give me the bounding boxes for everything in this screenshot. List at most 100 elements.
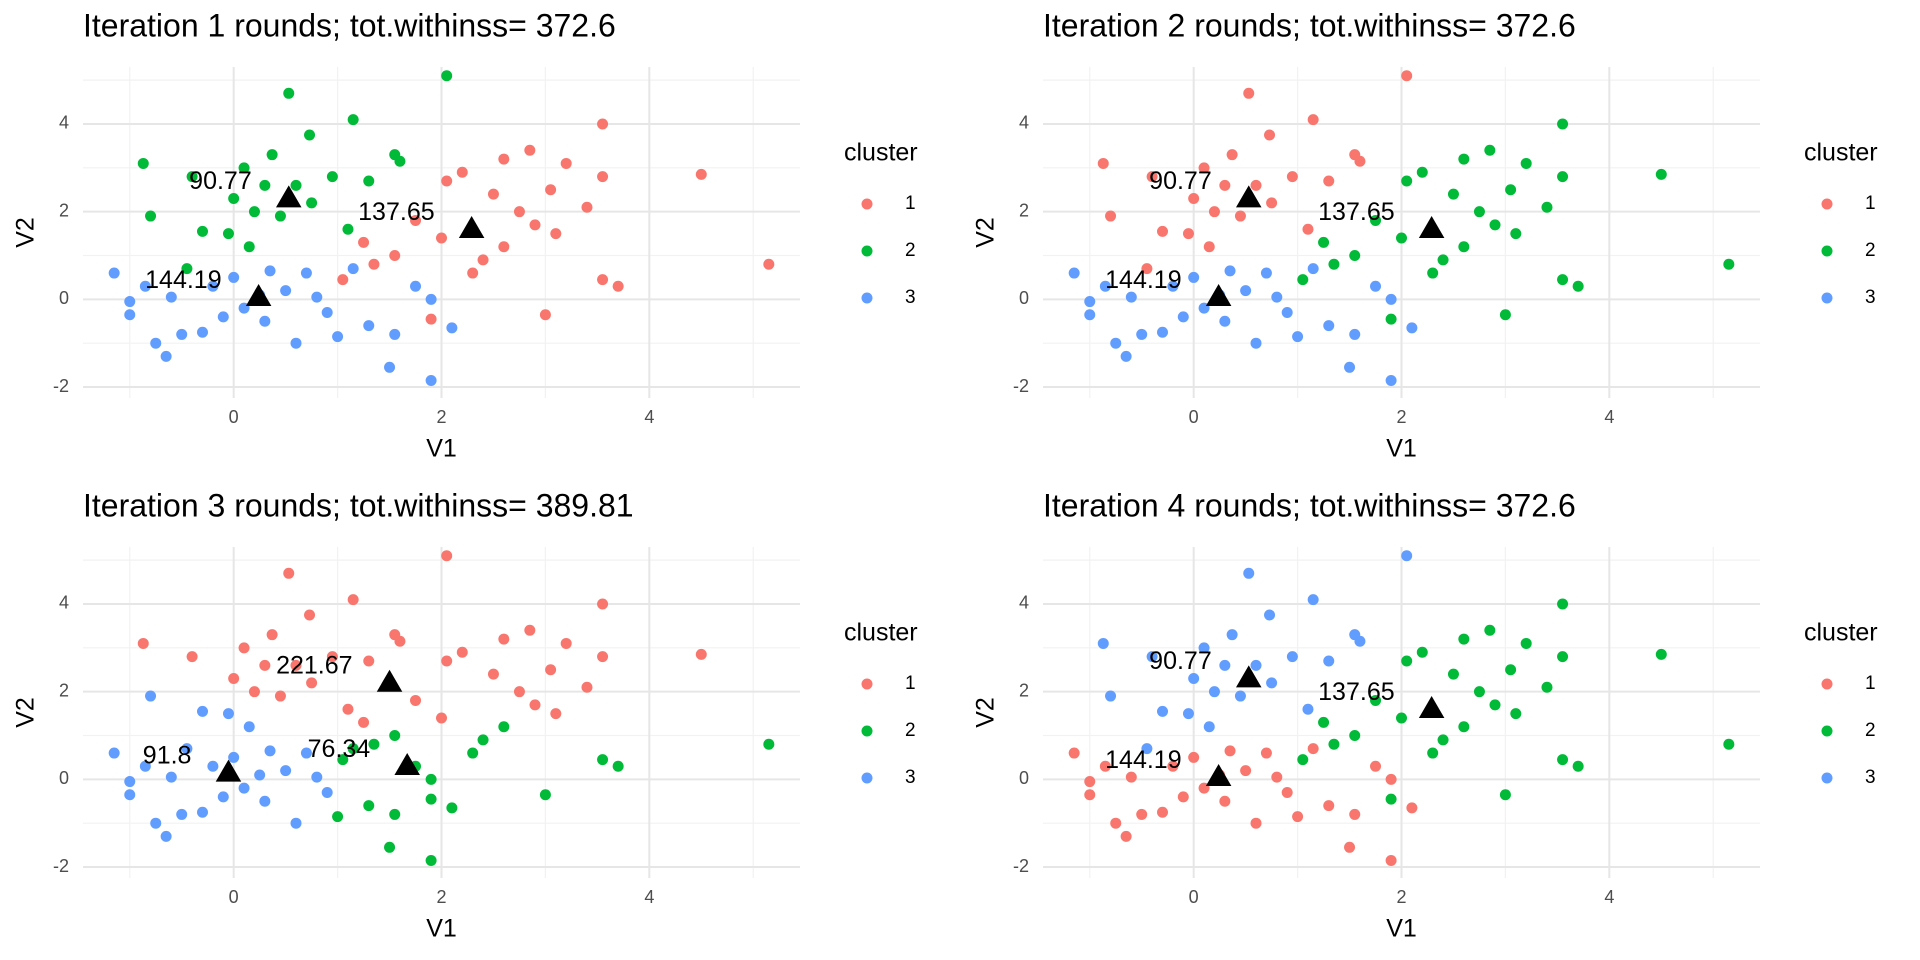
legend-title: cluster	[844, 139, 918, 167]
point	[1307, 594, 1319, 606]
point	[1302, 223, 1314, 235]
point	[1219, 795, 1231, 807]
point	[529, 219, 541, 231]
point	[1370, 280, 1382, 292]
point	[581, 201, 593, 213]
point	[1447, 668, 1459, 680]
point	[513, 686, 525, 698]
point	[1520, 637, 1532, 649]
y-tick-label: 2	[1019, 680, 1029, 700]
point	[332, 331, 344, 343]
point	[274, 690, 286, 702]
point	[1349, 328, 1361, 340]
point	[259, 315, 271, 327]
point	[1489, 699, 1501, 711]
legend-label: 2	[1865, 720, 1876, 741]
point	[1250, 659, 1262, 671]
point	[612, 760, 624, 772]
point	[1099, 280, 1111, 292]
point	[529, 699, 541, 711]
point	[311, 771, 323, 783]
point	[763, 738, 775, 750]
point	[1136, 328, 1148, 340]
centroid	[275, 185, 302, 208]
centroid-label: 144.19	[1105, 266, 1181, 294]
centroid	[376, 669, 403, 692]
point	[1572, 280, 1584, 292]
centroid-label: 137.65	[1318, 678, 1394, 706]
point	[1084, 789, 1096, 801]
point	[581, 681, 593, 693]
point	[410, 694, 422, 706]
point	[1484, 624, 1496, 636]
point	[368, 738, 380, 750]
point	[165, 771, 177, 783]
x-tick-label: 4	[1604, 887, 1614, 907]
point	[1157, 326, 1168, 338]
point	[498, 153, 510, 165]
x-tick-label: 0	[1189, 407, 1199, 427]
point	[1097, 637, 1109, 649]
point	[1097, 157, 1109, 169]
point	[1385, 313, 1397, 325]
point	[1396, 232, 1407, 244]
point	[425, 313, 437, 325]
legend-key	[861, 292, 873, 304]
point	[1243, 567, 1255, 579]
point	[446, 802, 458, 814]
point	[1655, 168, 1667, 180]
point	[1141, 743, 1153, 755]
point	[410, 280, 422, 292]
point	[228, 751, 240, 763]
point	[560, 637, 572, 649]
point	[597, 754, 609, 766]
point	[259, 795, 271, 807]
point	[264, 745, 276, 757]
legend-label: 2	[905, 240, 916, 261]
point	[283, 87, 295, 99]
point	[695, 648, 707, 660]
point	[1401, 550, 1413, 562]
legend-key	[1821, 198, 1833, 210]
legend-key	[1821, 678, 1833, 690]
point	[1141, 263, 1153, 275]
x-tick-label: 4	[1604, 407, 1614, 427]
point	[1484, 144, 1496, 156]
centroid	[1235, 665, 1262, 688]
y-tick-label: -2	[1013, 376, 1029, 396]
point	[436, 712, 447, 724]
centroid-label: 144.19	[145, 266, 221, 294]
point	[1084, 776, 1096, 788]
point	[238, 642, 250, 654]
point	[1203, 241, 1215, 253]
point	[1264, 129, 1276, 141]
point	[1271, 291, 1283, 303]
point	[1177, 791, 1189, 803]
point	[124, 296, 136, 308]
point	[207, 760, 219, 772]
x-tick-label: 0	[229, 887, 239, 907]
point	[1499, 309, 1511, 321]
point	[1110, 817, 1122, 829]
point	[300, 267, 312, 279]
point	[264, 265, 276, 277]
point	[332, 811, 344, 823]
point	[1557, 171, 1569, 183]
legend-title: cluster	[1804, 139, 1878, 167]
x-tick-label: 4	[644, 887, 654, 907]
point	[248, 686, 260, 698]
point	[597, 118, 609, 130]
point	[1354, 635, 1366, 647]
point	[368, 258, 380, 270]
point	[1219, 659, 1231, 671]
point	[524, 144, 536, 156]
legend-key	[1821, 292, 1833, 304]
y-tick-label: 4	[1019, 593, 1029, 613]
point	[1344, 361, 1356, 373]
point	[108, 267, 120, 279]
legend-title: cluster	[1804, 619, 1878, 647]
y-tick-label: -2	[1013, 856, 1029, 876]
point	[1385, 773, 1397, 785]
centroid-label: 144.19	[1105, 746, 1181, 774]
